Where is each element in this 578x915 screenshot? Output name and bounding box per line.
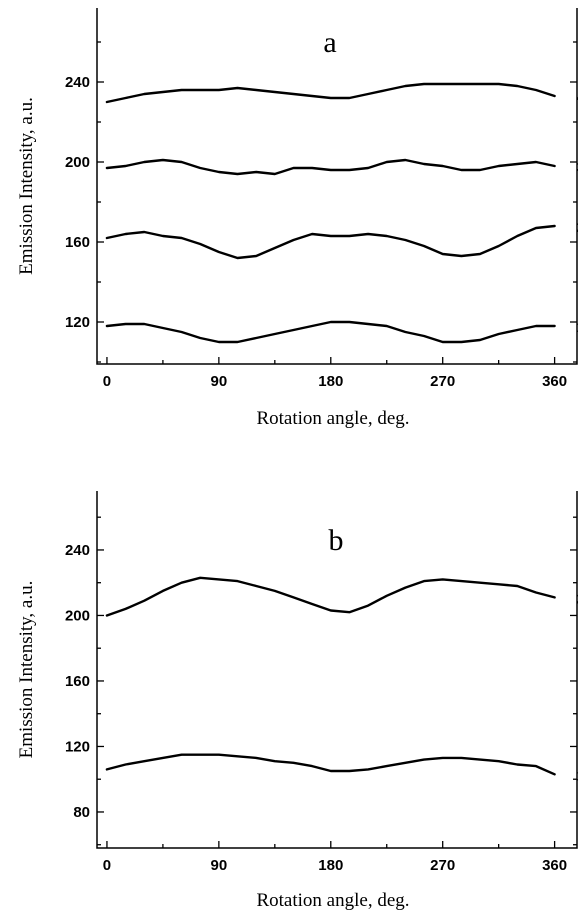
series-line-1: [105, 753, 556, 776]
x-tick-label: 180: [318, 857, 343, 874]
panel-b: 0 90 180 270 360 80 120 160 200 240 1 2 b Rotation an…: [16, 491, 578, 911]
y-axis-label: Emission Intensity, a.u.: [16, 581, 37, 759]
x-tick-label: 90: [211, 373, 228, 390]
x-tick-label: 180: [318, 373, 343, 390]
y-tick-label: 120: [65, 738, 90, 755]
x-axis-label: Rotation angle, deg.: [256, 890, 409, 911]
y-tick-label: 200: [65, 607, 90, 624]
series-label-2: 2: [577, 219, 578, 236]
y-tick-label: 240: [65, 542, 90, 559]
y-tick-label: 160: [65, 234, 90, 251]
x-tick-label: 270: [430, 857, 455, 874]
x-tick-label: 360: [542, 857, 567, 874]
panel-label: b: [329, 524, 344, 557]
series-label-1: 1: [577, 319, 578, 336]
y-tick-label: 240: [65, 74, 90, 91]
series-line-2: [105, 576, 556, 617]
x-tick-label: 360: [542, 373, 567, 390]
x-tick-label: 270: [430, 373, 455, 390]
panel-a: 0 90 180 270 360 120 160 200 240 1 2 3 4 a Rotation an…: [16, 8, 578, 429]
x-tick-label: 0: [103, 373, 111, 390]
y-tick-label: 80: [73, 804, 90, 821]
x-tick-label: 90: [211, 857, 228, 874]
y-axis-label: Emission Intensity, a.u.: [16, 97, 37, 275]
series-line-1: [105, 320, 556, 344]
series-label-4: 4: [577, 89, 578, 106]
panel-label: a: [323, 26, 336, 59]
axes-frame: [96, 491, 578, 849]
series-line-4: [105, 82, 556, 104]
y-tick-label: 160: [65, 673, 90, 690]
series-line-3: [105, 158, 556, 176]
y-tick-label: 120: [65, 314, 90, 331]
y-tick-label: 200: [65, 154, 90, 171]
x-axis-label: Rotation angle, deg.: [256, 408, 409, 429]
axes-frame: [96, 8, 578, 365]
series-label-2: 2: [577, 590, 578, 607]
x-tick-label: 0: [103, 857, 111, 874]
series-label-1: 1: [577, 767, 578, 784]
series-label-3: 3: [577, 159, 578, 176]
series-line-2: [105, 224, 556, 260]
